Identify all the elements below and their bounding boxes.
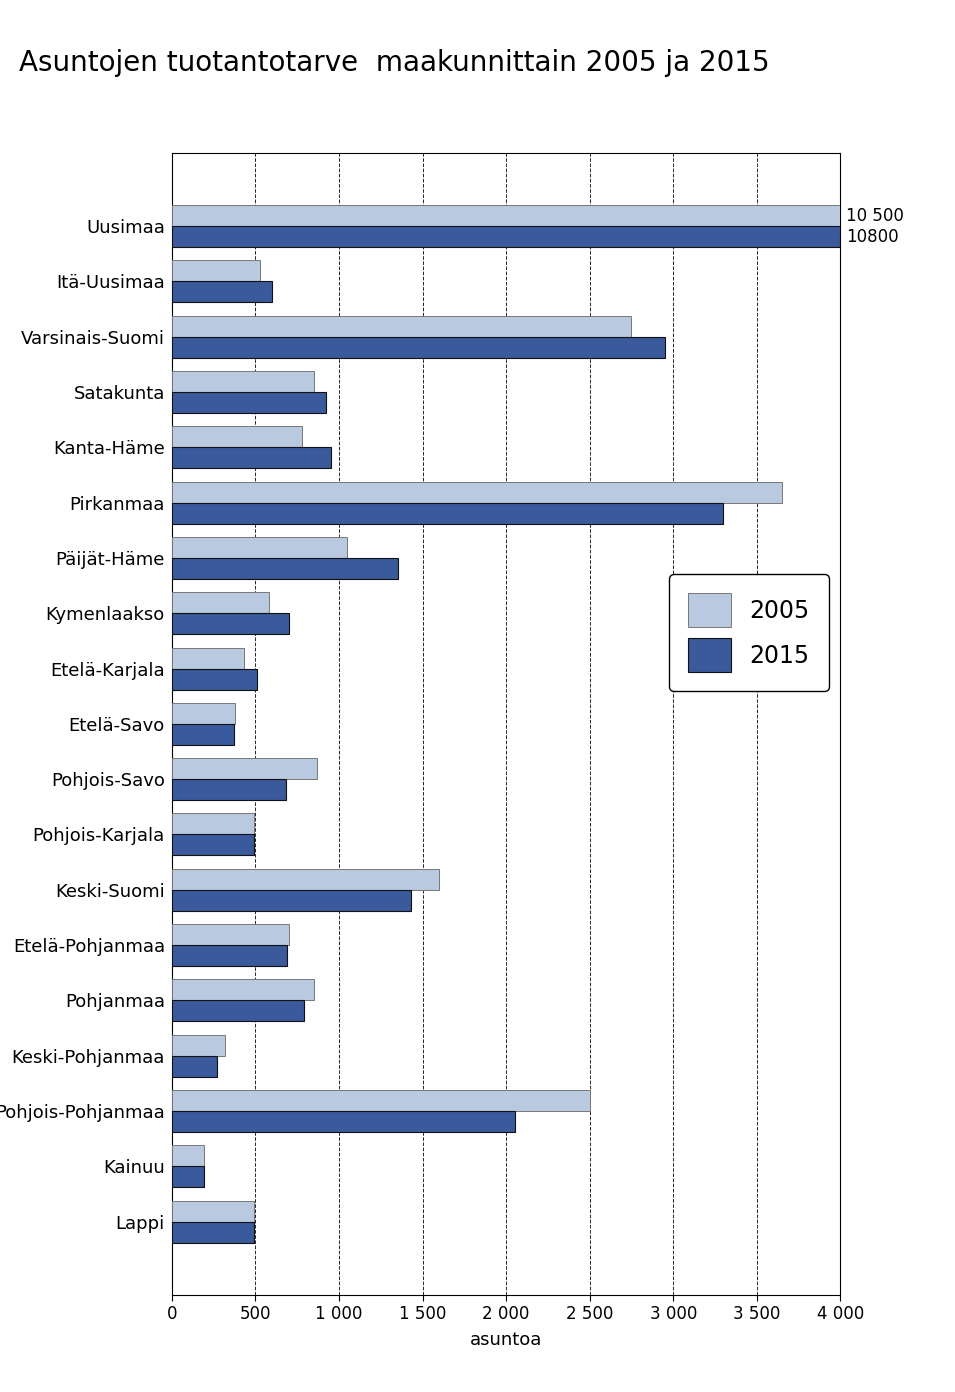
Bar (172, 370, 314, 393)
Text: 10 500: 10 500 (846, 206, 904, 224)
Bar (172, 1146, 203, 1166)
Bar (172, 316, 631, 337)
Bar (172, 447, 330, 468)
Bar (172, 813, 254, 834)
X-axis label: asuntoa: asuntoa (470, 1331, 542, 1349)
Bar (172, 1111, 515, 1132)
Bar (172, 558, 397, 579)
Bar (172, 337, 665, 358)
Bar (172, 889, 411, 910)
Text: 10800: 10800 (846, 227, 899, 245)
Bar (172, 281, 272, 302)
Bar (172, 592, 269, 614)
Text: Asuntojen tuotantotarve  maakunnittain 2005 ja 2015: Asuntojen tuotantotarve maakunnittain 20… (19, 49, 770, 77)
Bar (172, 724, 234, 745)
Bar (172, 1222, 254, 1243)
Bar (172, 537, 348, 558)
Bar (172, 393, 326, 413)
Bar (172, 614, 288, 635)
Bar (172, 482, 782, 503)
Bar (172, 260, 261, 281)
Bar (172, 1090, 589, 1111)
Bar (172, 924, 288, 945)
Bar (172, 1055, 217, 1077)
Bar (172, 980, 314, 1001)
Bar (172, 780, 286, 800)
Bar (172, 1201, 254, 1222)
Bar (172, 205, 840, 226)
Bar (172, 503, 723, 523)
Bar (172, 945, 287, 966)
Bar (172, 759, 317, 780)
Bar (172, 426, 302, 447)
Bar (172, 668, 257, 689)
Bar (172, 1166, 203, 1187)
Bar (172, 834, 254, 856)
Bar (172, 703, 235, 724)
Bar (172, 1034, 225, 1055)
Legend: 2005, 2015: 2005, 2015 (669, 575, 829, 690)
Bar (172, 647, 244, 668)
Bar (172, 1001, 304, 1022)
Bar (172, 869, 439, 889)
Bar (172, 226, 840, 246)
